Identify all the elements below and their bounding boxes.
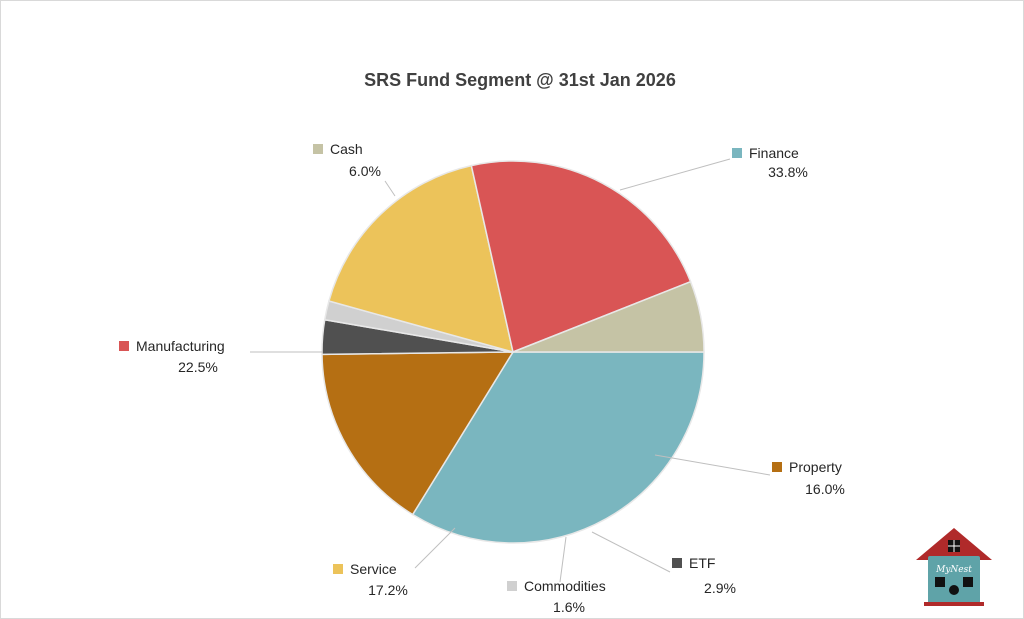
slice-value-etf: 2.9% xyxy=(704,580,736,596)
logo-left-window xyxy=(935,577,945,587)
logo-door xyxy=(949,585,959,595)
slice-name-manufacturing: Manufacturing xyxy=(136,338,225,354)
leader-line-finance xyxy=(619,158,731,191)
logo-house-body xyxy=(928,556,980,604)
slice-name-cash: Cash xyxy=(330,141,363,157)
leader-line-service xyxy=(414,527,456,569)
label-marker-finance xyxy=(732,148,742,158)
slice-name-property: Property xyxy=(789,459,842,475)
slice-value-commodities: 1.6% xyxy=(553,599,585,615)
label-marker-manufacturing xyxy=(119,341,129,351)
slice-value-cash: 6.0% xyxy=(349,163,381,179)
logo-base xyxy=(924,602,984,606)
slice-name-commodities: Commodities xyxy=(524,578,606,594)
pie-slice-service xyxy=(328,164,515,354)
label-marker-commodities xyxy=(507,581,517,591)
leader-line-commodities xyxy=(559,536,567,583)
logo-text: MyNest xyxy=(935,565,972,575)
slice-value-property: 16.0% xyxy=(805,481,845,497)
pie-slices xyxy=(321,160,705,544)
leader-line-property xyxy=(654,454,771,476)
pie-slice-cash xyxy=(512,280,705,353)
pie-slice-manufacturing xyxy=(470,160,692,354)
slice-name-service: Service xyxy=(350,561,397,577)
leader-lines xyxy=(250,158,771,583)
chart-title: SRS Fund Segment @ 31st Jan 2026 xyxy=(364,70,676,90)
mynest-logo: MyNest xyxy=(916,528,992,606)
label-marker-etf xyxy=(672,558,682,568)
leader-line-cash xyxy=(384,180,396,197)
label-marker-cash xyxy=(313,144,323,154)
pie-slice-property xyxy=(321,351,515,516)
slice-labels: Finance 33.8% Property 16.0% ETF 2.9% Commodit… xyxy=(119,141,845,615)
logo-right-window xyxy=(963,577,973,587)
slice-name-etf: ETF xyxy=(689,555,715,571)
slice-value-manufacturing: 22.5% xyxy=(178,359,218,375)
slice-value-service: 17.2% xyxy=(368,582,408,598)
slice-name-finance: Finance xyxy=(749,145,799,161)
leader-line-etf xyxy=(591,531,671,573)
slice-value-finance: 33.8% xyxy=(768,164,808,180)
label-marker-property xyxy=(772,462,782,472)
pie-slice-finance xyxy=(411,351,705,544)
label-marker-service xyxy=(333,564,343,574)
